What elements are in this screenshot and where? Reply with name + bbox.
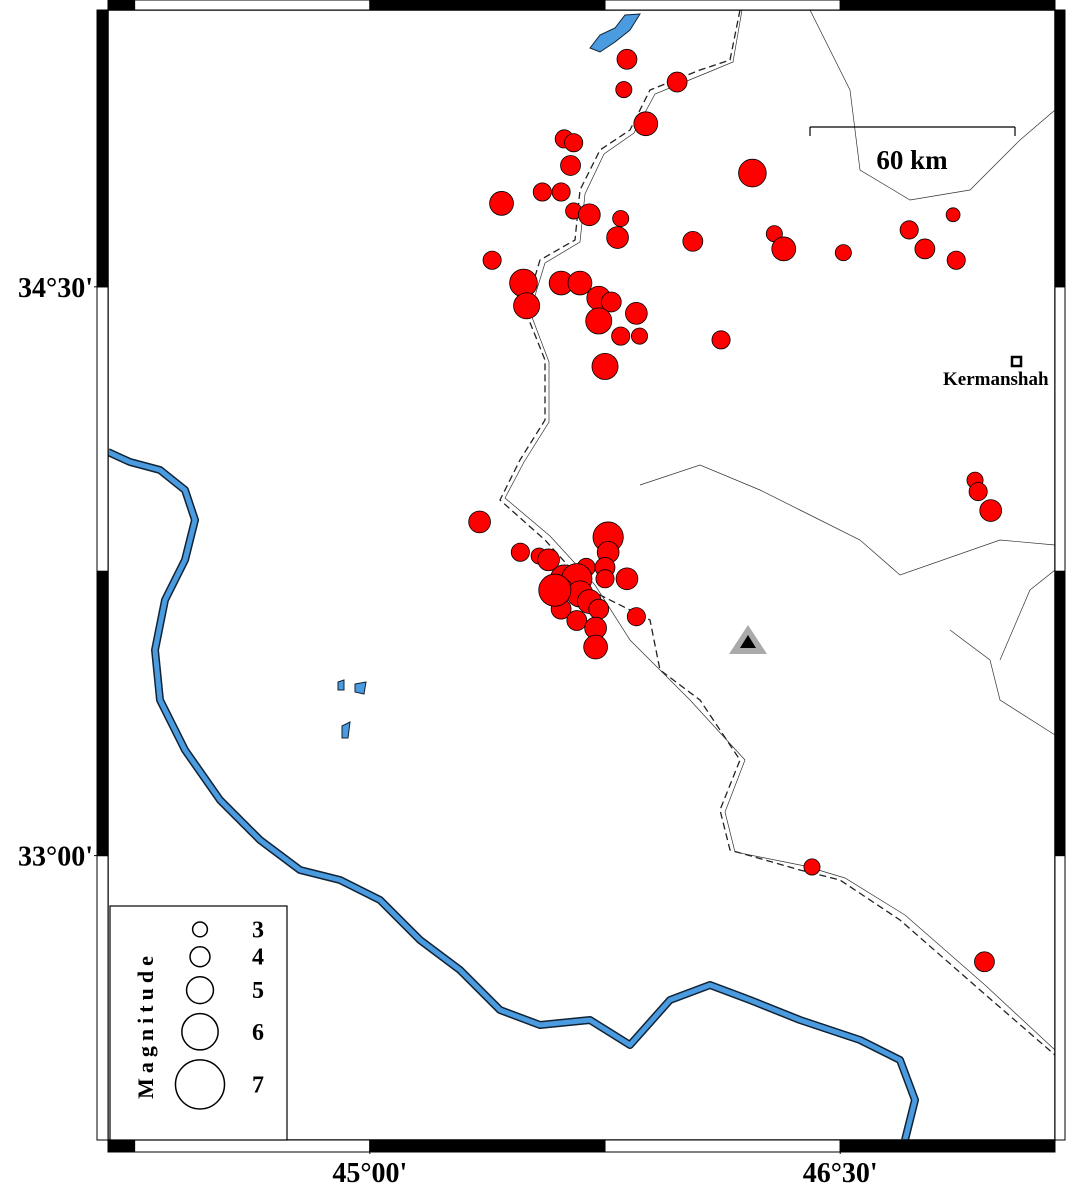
epicenter <box>633 111 659 137</box>
epicenter <box>803 858 821 876</box>
epicenter <box>968 482 988 502</box>
legend-label: 6 <box>252 1020 264 1046</box>
epicenter <box>468 510 491 534</box>
epicenter <box>711 330 731 350</box>
legend-title: Magnitude <box>133 951 158 1099</box>
frame-bar <box>96 9 109 288</box>
boundary <box>639 464 1055 576</box>
frame-bar <box>839 1139 1056 1153</box>
frame-bar <box>96 286 109 572</box>
epicenter <box>615 567 639 591</box>
epicenter <box>583 634 608 660</box>
boundary <box>504 10 1055 1051</box>
epicenter <box>771 236 797 262</box>
epicenter <box>482 250 502 270</box>
city-label: Kermanshah <box>943 369 1049 390</box>
epicenter <box>606 226 629 249</box>
frame-bar <box>96 855 109 1141</box>
x-tick-label: 45°00' <box>332 1158 407 1189</box>
station <box>740 635 756 648</box>
epicenter <box>513 292 541 320</box>
epicenter <box>899 220 919 240</box>
legend-label: 3 <box>252 917 264 943</box>
y-tick-label: 33°00' <box>18 842 93 873</box>
epicenter <box>979 499 1003 522</box>
epicenter <box>564 133 584 153</box>
frame-bar <box>96 570 109 857</box>
epicenter <box>585 307 613 335</box>
legend-items: 34 5 6 7 <box>174 917 264 1110</box>
epicenter <box>578 203 601 227</box>
epicenter <box>567 270 593 296</box>
frame-bar <box>1054 855 1066 1141</box>
frame-bar <box>839 0 1056 11</box>
frame-bar <box>134 1139 371 1153</box>
epicenter <box>626 607 646 627</box>
frame: 45°00' 46°30' 33°00' 34°30' <box>18 0 1066 1189</box>
epicenter <box>834 244 852 262</box>
epicenter <box>595 569 615 589</box>
y-tick-label: 34°30' <box>18 273 93 304</box>
epicenter <box>666 71 688 93</box>
legend-circle <box>181 1012 219 1051</box>
lake <box>337 679 367 739</box>
epicenter <box>612 210 630 228</box>
scale-label: 60 km <box>876 145 948 175</box>
epicenter <box>974 951 995 973</box>
frame-bar <box>1054 286 1066 572</box>
legend-label: 5 <box>252 978 264 1004</box>
epicenter <box>560 155 581 176</box>
frame-bar <box>134 0 371 11</box>
epicenter <box>631 327 648 345</box>
epicenter <box>616 48 638 70</box>
lake <box>589 13 641 53</box>
frame-bar <box>1054 570 1066 857</box>
boundary <box>949 569 1055 736</box>
legend-circle <box>191 921 209 938</box>
frame-bar <box>369 1139 606 1153</box>
legend-circle <box>174 1059 226 1110</box>
scale-bar <box>809 126 1016 136</box>
frame-bar <box>369 0 606 11</box>
x-tick-label: 46°30' <box>803 1158 878 1189</box>
legend-circle <box>189 946 211 968</box>
epicenter <box>914 238 936 260</box>
base-map: Kermanshah 60 km <box>108 10 1055 1140</box>
river <box>108 449 918 1140</box>
epicenter <box>591 352 619 380</box>
frame-bar <box>1054 9 1066 288</box>
epicenter <box>538 573 572 607</box>
epicenter <box>566 610 588 631</box>
boundary <box>809 10 1055 201</box>
epicenter <box>489 191 514 216</box>
frame-bar <box>604 0 841 11</box>
epicenter <box>600 291 622 313</box>
frame-bar <box>604 1139 841 1153</box>
border <box>499 10 1055 1056</box>
epicenter <box>738 158 767 188</box>
legend-label: 4 <box>252 945 264 971</box>
epicenter <box>625 302 648 325</box>
epicenter <box>945 207 961 223</box>
epicenter <box>682 230 704 252</box>
epicenters <box>468 48 1003 973</box>
epicenter <box>551 182 571 202</box>
epicenter <box>510 542 530 562</box>
epicenter <box>611 326 631 346</box>
epicenter <box>615 81 633 99</box>
city-marker <box>1010 355 1023 368</box>
epicenter <box>946 250 966 270</box>
legend: Magnitude 34 5 6 7 <box>109 905 288 1141</box>
epicenter <box>588 598 610 620</box>
epicenter <box>532 182 552 202</box>
frame-bar <box>107 0 136 11</box>
epicenter <box>537 548 560 572</box>
legend-circle <box>185 975 215 1005</box>
legend-label: 7 <box>252 1072 264 1098</box>
frame-bar <box>107 1139 136 1153</box>
